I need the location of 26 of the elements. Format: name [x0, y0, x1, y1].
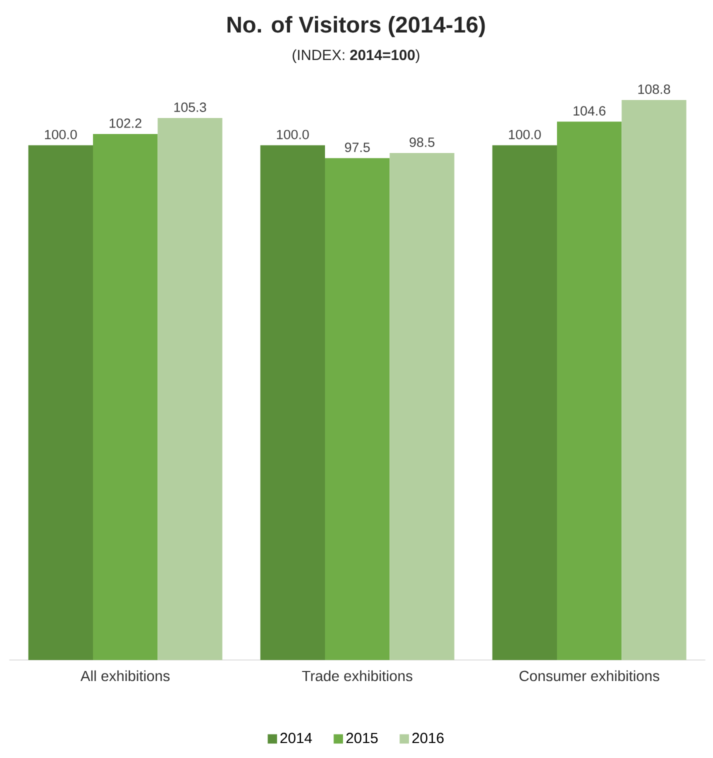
data-label: 100.0: [45, 130, 77, 140]
legend-label: 2014: [280, 732, 312, 744]
data-label: 102.2: [110, 118, 142, 128]
data-label: 100.0: [509, 130, 541, 140]
bar: [390, 153, 454, 660]
data-label: 104.6: [574, 106, 606, 116]
bar: [158, 118, 222, 660]
data-label: 105.3: [174, 102, 206, 112]
x-tick-label: Trade exhibitions: [302, 670, 412, 682]
bar: [324, 158, 390, 660]
bar: [556, 122, 622, 660]
x-tick-label: All exhibitions: [80, 670, 170, 682]
legend-label: 2015: [346, 732, 378, 744]
legend-label: 2016: [412, 732, 444, 744]
bar: [92, 134, 158, 660]
bar: [260, 145, 325, 660]
data-label: 100.0: [277, 130, 309, 140]
x-tick-label: Consumer exhibitions: [520, 670, 660, 682]
chart-subtitle: (INDEX: 2014=100): [292, 49, 420, 64]
bar: [492, 145, 557, 660]
data-label: 97.5: [344, 142, 370, 152]
data-label: 108.8: [638, 84, 670, 94]
bar: [622, 100, 686, 660]
data-label: 98.5: [410, 138, 434, 147]
chart-title: No. of Visitors (2014-16): [228, 16, 485, 38]
bar: [28, 145, 93, 660]
